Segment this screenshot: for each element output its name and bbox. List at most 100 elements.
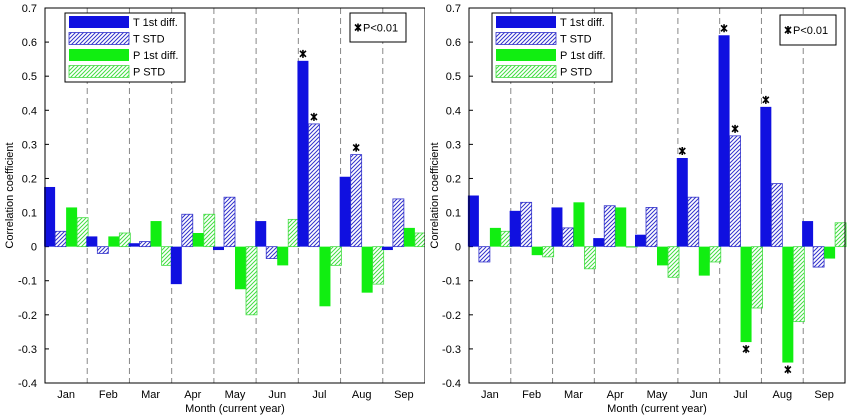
legend-label-p-std: P STD: [133, 67, 165, 79]
bar-t-1st-diff-jul: [718, 35, 730, 247]
significance-marker: [310, 112, 318, 121]
y-tick-label: 0.4: [446, 105, 461, 117]
bar-p-1st-diff-aug: [361, 246, 373, 293]
significance-marker: [762, 95, 770, 104]
significance-legend-box: [349, 12, 407, 43]
y-tick-label: 0.4: [22, 105, 37, 117]
significance-marker: [299, 49, 307, 58]
legend-label-p-1st-diff: P 1st diff.: [133, 50, 178, 62]
bar-p-std-jul: [751, 246, 763, 309]
x-tick-label: Sep: [394, 389, 414, 401]
x-tick-label: Jul: [734, 389, 748, 401]
bar-t-1st-diff-aug: [339, 176, 351, 247]
bar-t-std-aug: [770, 183, 783, 248]
legend-swatch-t-1st-diff: [496, 16, 556, 28]
x-tick-label: Jun: [690, 389, 708, 401]
bar-p-1st-diff-aug: [782, 246, 794, 363]
bar-t-1st-diff-sep: [381, 246, 393, 251]
bar-p-std-sep: [414, 232, 425, 248]
legend-label-p-1st-diff: P 1st diff.: [560, 50, 605, 62]
y-tick-label: 0: [31, 242, 37, 254]
bar-t-1st-diff-mar: [128, 243, 140, 247]
bar-t-std-jun: [265, 246, 278, 259]
y-tick-label: -0.3: [18, 344, 37, 356]
y-tick-label: 0.7: [22, 3, 37, 15]
bar-t-1st-diff-aug: [760, 106, 772, 247]
y-tick-label: 0.3: [446, 139, 461, 151]
plot-frame: [468, 7, 846, 384]
y-tick-label: -0.2: [442, 310, 461, 322]
chart-right: -0.4 -0.3 -0.2 -0.1 0 0.1 0.2 0.3 0.4 0.5 0.6 0.7 Ja…: [429, 3, 847, 415]
y-tick-label: 0.7: [446, 3, 461, 15]
bar-p-std-feb: [542, 246, 555, 258]
x-tick-label: Jan: [57, 389, 75, 401]
bar-t-std-jan: [54, 230, 67, 248]
y-axis-title: Correlation coefficient: [429, 142, 441, 248]
bar-t-1st-diff-jan: [44, 186, 56, 247]
x-tick-label: Feb: [99, 389, 118, 401]
bar-p-1st-diff-sep: [403, 227, 415, 247]
bar-p-std-jun: [709, 246, 722, 263]
bar-t-1st-diff-jun: [255, 221, 267, 247]
bar-t-1st-diff-mar: [551, 207, 563, 247]
bar-t-1st-diff-jan: [467, 195, 479, 247]
bar-t-std-feb: [520, 201, 533, 248]
bar-t-1st-diff-apr: [170, 246, 182, 285]
bar-p-1st-diff-sep: [824, 246, 836, 259]
significance-legend-box: [779, 14, 837, 46]
bar-p-1st-diff-feb: [531, 246, 543, 256]
bar-t-std-mar: [139, 241, 151, 248]
y-tick-label: -0.2: [18, 310, 37, 322]
bar-p-1st-diff-jan: [489, 227, 501, 247]
bar-p-std-apr: [203, 213, 216, 248]
legend-swatch-p-1st-diff: [496, 49, 556, 61]
x-tick-label: Apr: [184, 389, 201, 401]
bar-p-std-may: [667, 246, 680, 278]
y-tick-label: -0.4: [18, 378, 37, 390]
x-tick-label: Jan: [481, 389, 499, 401]
bar-t-1st-diff-may: [635, 234, 646, 247]
bar-t-1st-diff-jul: [297, 60, 309, 247]
bar-p-std-mar: [584, 246, 596, 270]
legend-label-p-std: P STD: [560, 67, 592, 79]
bar-p-1st-diff-may: [657, 246, 668, 266]
bar-p-std-may: [245, 246, 258, 316]
x-axis-title: Month (current year): [607, 403, 707, 415]
bar-p-1st-diff-mar: [150, 221, 162, 247]
legend-label-t-1st-diff: T 1st diff.: [560, 17, 605, 29]
bar-p-std-sep: [834, 222, 847, 248]
bar-p-std-jul: [330, 246, 342, 266]
significance-marker: [352, 143, 360, 152]
y-tick-label: 0.6: [446, 37, 461, 49]
bar-p-std-feb: [118, 232, 131, 248]
bar-t-std-may: [223, 196, 236, 248]
x-tick-label: May: [647, 389, 668, 401]
bar-t-std-sep: [392, 198, 405, 248]
bar-t-1st-diff-jun: [676, 158, 688, 247]
significance-marker: [731, 124, 739, 133]
y-tick-label: 0.1: [22, 208, 37, 220]
bar-t-std-apr: [181, 213, 194, 248]
x-tick-label: Mar: [141, 389, 160, 401]
significance-legend-icon: [354, 23, 362, 32]
x-tick-label: Apr: [607, 389, 624, 401]
legend-swatch-t-std: [495, 32, 557, 45]
y-tick-label: -0.3: [442, 344, 461, 356]
bar-p-1st-diff-jul: [319, 246, 331, 307]
x-tick-label: Aug: [773, 389, 793, 401]
legend-label-t-1st-diff: T 1st diff.: [133, 17, 178, 29]
y-tick-label: 0.5: [22, 71, 37, 83]
bar-t-1st-diff-sep: [802, 221, 814, 247]
bar-p-1st-diff-jun: [698, 246, 710, 276]
y-tick-label: 0: [455, 242, 461, 254]
significance-marker: [720, 24, 728, 33]
bar-t-std-jun: [687, 196, 700, 248]
bar-p-1st-diff-apr: [192, 233, 204, 247]
x-tick-label: Sep: [814, 389, 834, 401]
bar-t-std-mar: [562, 227, 574, 248]
significance-legend-label: P<0.01: [793, 25, 828, 37]
y-tick-label: 0.2: [22, 173, 37, 185]
bar-t-1st-diff-feb: [86, 236, 98, 247]
x-tick-label: Jun: [268, 389, 286, 401]
bar-t-std-jul: [308, 123, 320, 248]
